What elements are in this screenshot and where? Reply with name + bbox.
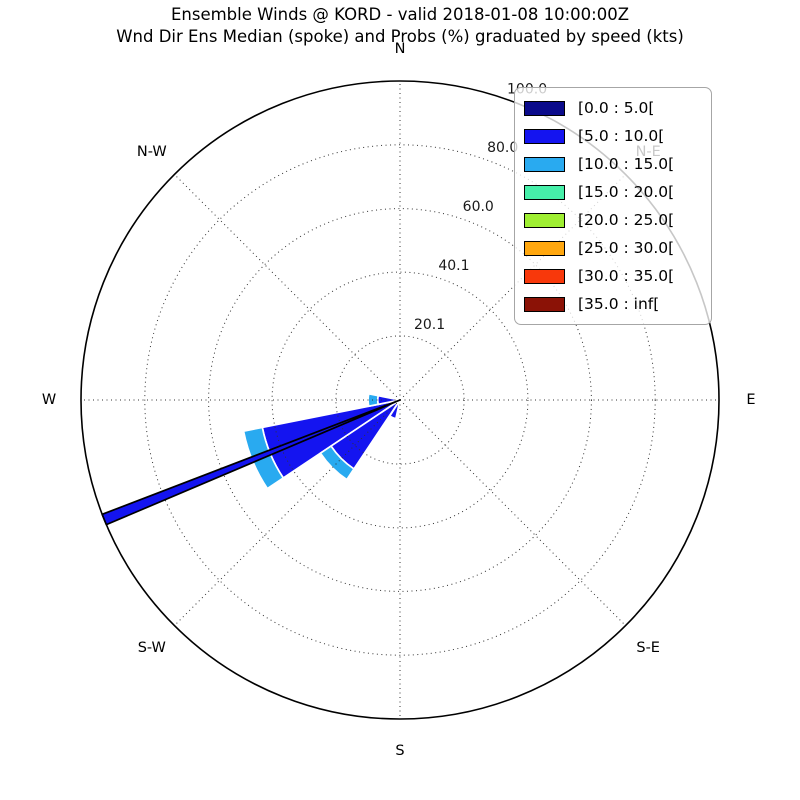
outer-circle	[80, 80, 720, 720]
legend-swatch	[524, 100, 565, 116]
legend-bin-label: [10.0 : 15.0[	[578, 155, 675, 173]
compass-label: S-W	[138, 640, 166, 656]
legend-bin-label: [30.0 : 35.0[	[578, 267, 675, 285]
grid-circle	[335, 335, 465, 465]
legend-item: [30.0 : 35.0[	[524, 265, 703, 287]
radial-tick-label: 80.0	[487, 140, 518, 156]
compass-label: W	[42, 392, 56, 408]
legend-swatch	[524, 156, 565, 172]
legend-bin-label: [15.0 : 20.0[	[578, 183, 675, 201]
legend-swatch	[524, 296, 565, 312]
grid-circle	[144, 144, 656, 656]
median-direction-spoke	[101, 399, 401, 526]
legend-bin-label: [5.0 : 10.0[	[578, 127, 665, 145]
legend-item: [10.0 : 15.0[	[524, 153, 703, 175]
legend-swatch	[524, 240, 565, 256]
compass-label: N-W	[137, 144, 167, 160]
legend-item: [35.0 : inf[	[524, 293, 703, 315]
legend-bin-label: [0.0 : 5.0[	[578, 99, 655, 117]
legend-bin-label: [20.0 : 25.0[	[578, 211, 675, 229]
legend-item: [25.0 : 30.0[	[524, 237, 703, 259]
grid-radial-line	[174, 174, 401, 401]
legend-item: [20.0 : 25.0[	[524, 209, 703, 231]
petal-segment	[319, 445, 355, 481]
grid-circle	[271, 271, 529, 529]
chart-title: Ensemble Winds @ KORD - valid 2018-01-08…	[170, 5, 630, 24]
compass-label: S-E	[636, 640, 660, 656]
radial-tick-label: 60.0	[463, 199, 494, 215]
compass-label: N	[395, 41, 406, 57]
compass-label: S	[395, 743, 404, 759]
legend-swatch	[524, 212, 565, 228]
chart-subtitle: Wnd Dir Ens Median (spoke) and Probs (%)…	[116, 27, 684, 46]
legend-bin-label: [35.0 : inf[	[578, 295, 660, 313]
grid-circle	[208, 208, 592, 592]
legend-swatch	[524, 184, 565, 200]
legend-item: [5.0 : 10.0[	[524, 125, 703, 147]
compass-label: E	[746, 392, 755, 408]
legend-item: [0.0 : 5.0[	[524, 97, 703, 119]
legend-swatch	[524, 128, 565, 144]
legend-swatch	[524, 268, 565, 284]
grid-radial-line	[399, 399, 626, 626]
petal-segment	[367, 392, 379, 408]
petal-segment	[388, 399, 401, 420]
legend: [0.0 : 5.0[ [5.0 : 10.0[ [10.0 : 15.0[ [15.…	[514, 87, 712, 325]
legend-bin-label: [25.0 : 30.0[	[578, 239, 675, 257]
grid-radial-line	[174, 399, 401, 626]
radial-tick-label: 40.1	[438, 258, 469, 274]
radial-tick-label: 20.1	[414, 317, 445, 333]
legend-item: [15.0 : 20.0[	[524, 181, 703, 203]
